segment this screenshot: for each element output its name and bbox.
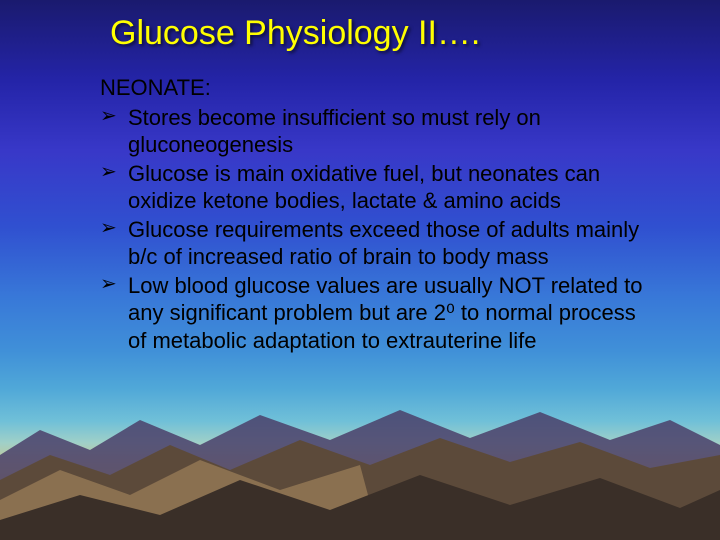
list-item: Low blood glucose values are usually NOT… xyxy=(100,272,660,355)
slide-title: Glucose Physiology II…. xyxy=(110,14,480,53)
list-item: Glucose requirements exceed those of adu… xyxy=(100,216,660,271)
slide-content: NEONATE: Stores become insufficient so m… xyxy=(100,74,660,355)
bullet-list: Stores become insufficient so must rely … xyxy=(100,104,660,355)
mountain-graphic xyxy=(0,360,720,540)
list-item: Glucose is main oxidative fuel, but neon… xyxy=(100,160,660,215)
slide-container: Glucose Physiology II…. NEONATE: Stores … xyxy=(0,0,720,540)
list-item: Stores become insufficient so must rely … xyxy=(100,104,660,159)
content-subheading: NEONATE: xyxy=(100,74,660,102)
